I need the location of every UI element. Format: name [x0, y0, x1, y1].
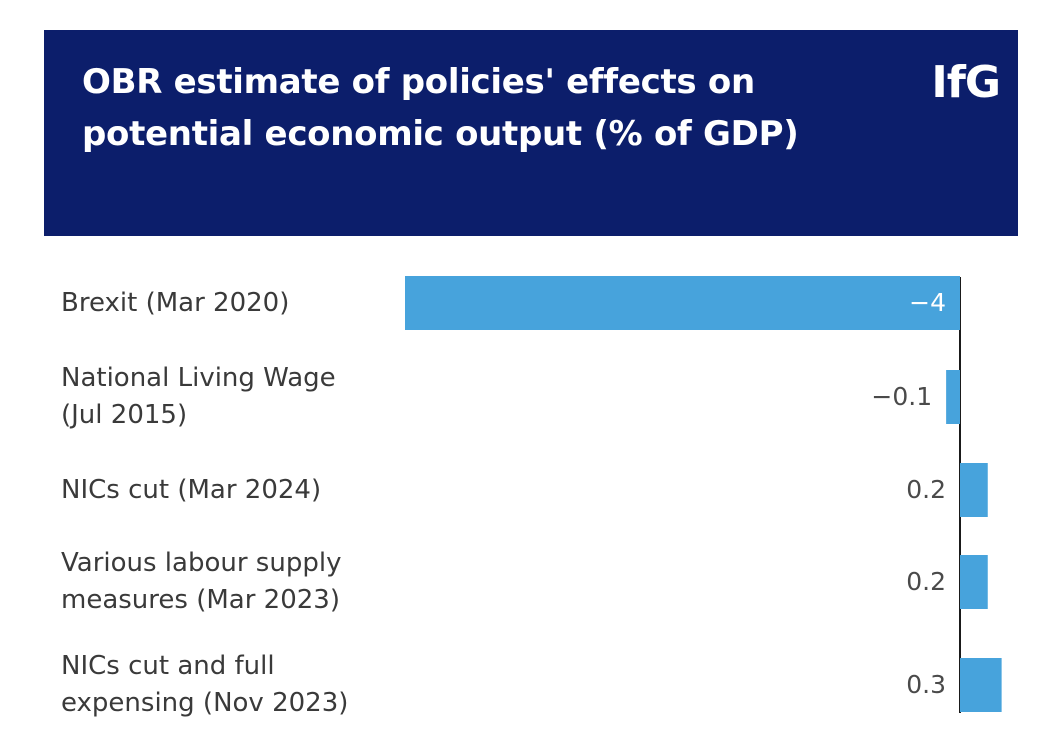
value-label: 0.2	[906, 567, 946, 596]
chart-header: OBR estimate of policies' effects on pot…	[44, 30, 1018, 236]
category-label-line: Brexit (Mar 2020)	[61, 287, 290, 318]
bar-4	[960, 658, 1002, 712]
value-label: 0.2	[906, 475, 946, 504]
category-label-line: NICs cut and full	[61, 651, 275, 681]
category-label-line: NICs cut (Mar 2024)	[61, 474, 322, 505]
bar-chart: Brexit (Mar 2020) −4 National Living Wage (…	[0, 255, 1061, 742]
category-label: Brexit (Mar 2020)	[61, 285, 289, 322]
bar-3	[960, 555, 988, 609]
chart-svg	[405, 276, 1002, 713]
category-label: NICs cut and full expensing (Nov 2023)	[61, 648, 348, 722]
category-label-line: measures (Mar 2023)	[61, 585, 340, 615]
value-label: −0.1	[871, 382, 933, 411]
bar-0	[405, 276, 960, 330]
bar-2	[960, 463, 988, 517]
value-label: 0.3	[906, 670, 946, 699]
category-label-line: (Jul 2015)	[61, 400, 188, 430]
bar-1	[946, 370, 960, 424]
category-label: Various labour supply measures (Mar 2023)	[61, 545, 341, 619]
value-label: −4	[909, 288, 946, 317]
category-label-line: expensing (Nov 2023)	[61, 688, 349, 718]
ifg-logo: IfG	[931, 57, 1001, 108]
chart-title: OBR estimate of policies' effects on pot…	[82, 62, 799, 154]
category-label: NICs cut (Mar 2024)	[61, 472, 321, 509]
category-label: National Living Wage (Jul 2015)	[61, 360, 336, 434]
category-label-line: National Living Wage	[61, 363, 336, 393]
category-label-line: Various labour supply	[61, 548, 342, 578]
